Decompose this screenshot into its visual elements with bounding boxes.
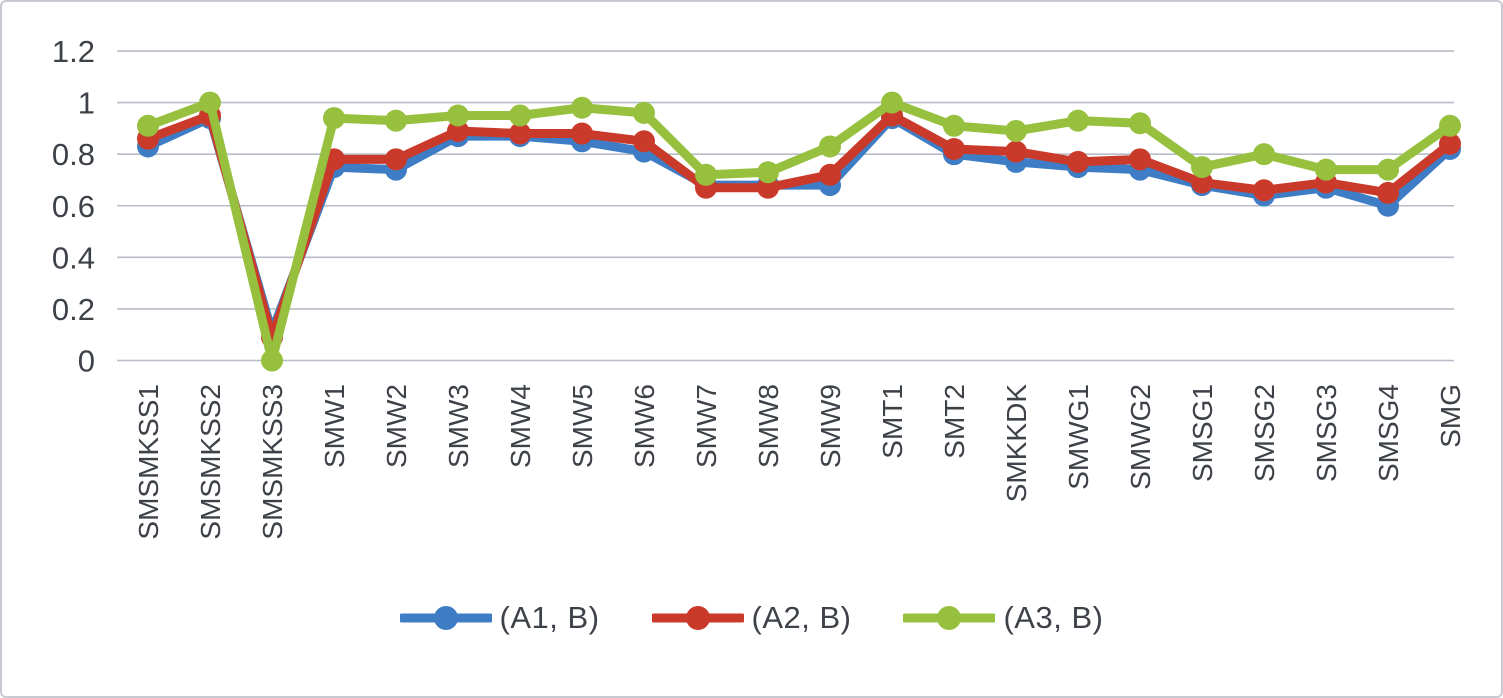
- data-point-a2-b-smg: [1439, 132, 1461, 155]
- data-point-a2-b-smw6: [633, 130, 655, 153]
- x-axis-label: SMSG2: [1249, 384, 1280, 482]
- x-axis-label: SMW9: [815, 384, 846, 468]
- legend-marker-icon: [399, 606, 492, 630]
- data-point-a3-b-smt2: [943, 114, 965, 137]
- data-point-a3-b-smsmkss1: [137, 114, 159, 137]
- data-point-a3-b-smw2: [385, 109, 407, 132]
- legend-label: (A3, B): [1003, 600, 1104, 635]
- data-point-a2-b-smsg1: [1191, 171, 1213, 194]
- x-axis-label: SMT2: [939, 384, 970, 459]
- x-axis-label: SMW6: [629, 384, 660, 468]
- legend-item-a3-b: (A3, B): [903, 600, 1103, 636]
- data-point-a2-b-smw3: [447, 119, 469, 142]
- y-axis-label: 1.2: [52, 34, 95, 69]
- data-point-a2-b-smkkdk: [1005, 140, 1027, 163]
- y-axis-label: 1: [78, 86, 95, 121]
- x-axis-label: SMG: [1435, 384, 1466, 448]
- data-point-a2-b-smw9: [819, 163, 841, 186]
- x-axis-label: SMKKDK: [1001, 384, 1032, 503]
- data-point-a2-b-smw8: [757, 176, 779, 199]
- data-point-a3-b-smw5: [571, 96, 593, 119]
- data-point-a3-b-smkkdk: [1005, 119, 1027, 142]
- data-point-a2-b-smw4: [509, 122, 531, 145]
- data-point-a3-b-smwg1: [1067, 109, 1089, 132]
- data-point-a2-b-smw5: [571, 122, 593, 145]
- legend-label: (A1, B): [499, 600, 600, 635]
- data-point-a3-b-smsmkss3: [261, 349, 283, 372]
- x-axis-label: SMW1: [319, 384, 350, 468]
- y-axis-label: 0: [78, 344, 95, 379]
- data-point-a3-b-smsg2: [1253, 143, 1275, 166]
- data-point-a3-b-smw3: [447, 104, 469, 127]
- x-axis-label: SMW2: [381, 384, 412, 468]
- chart-plot-area: 0 0.2 0.4 0.6 0.8 1 1.2 SMSMKSS1 SMSMKSS2 SMSMKSS…: [52, 34, 1466, 540]
- series-line-a2-b: [143, 110, 1455, 342]
- chart-legend: (A1, B) (A2, B) (A3, B): [2, 600, 1501, 636]
- x-axis-label: SMWG1: [1063, 384, 1094, 490]
- x-axis-label: SMSG1: [1187, 384, 1218, 482]
- data-point-a2-b-smsg4: [1377, 181, 1399, 204]
- y-axis-label: 0.6: [52, 189, 95, 224]
- x-axis-label: SMW8: [753, 384, 784, 468]
- data-point-a3-b-smsg4: [1377, 158, 1399, 181]
- y-axis-label: 0.8: [52, 137, 95, 172]
- data-point-a2-b-smsg2: [1253, 179, 1275, 202]
- x-axis-label: SMSMKSS1: [133, 384, 164, 540]
- x-axis-label: SMW3: [443, 384, 474, 468]
- x-axis-label: SMSMKSS3: [257, 384, 288, 540]
- x-axis-label: SMSG4: [1373, 384, 1404, 482]
- data-point-a3-b-smw6: [633, 101, 655, 124]
- legend-marker-icon: [651, 606, 744, 630]
- data-point-a2-b-smt2: [943, 138, 965, 161]
- legend-item-a1-b: (A1, B): [399, 600, 600, 636]
- data-point-a2-b-smw2: [385, 148, 407, 171]
- data-point-a3-b-smsg3: [1315, 158, 1337, 181]
- data-point-a3-b-smw4: [509, 104, 531, 127]
- data-point-a3-b-smg: [1439, 114, 1461, 137]
- data-point-a2-b-smwg1: [1067, 150, 1089, 173]
- series-line-a3-b: [143, 98, 1455, 365]
- x-axis-label: SMT1: [877, 384, 908, 459]
- legend-label: (A2, B): [751, 600, 852, 635]
- x-axis-label: SMW7: [691, 384, 722, 468]
- data-point-a3-b-smsmkss2: [199, 91, 221, 114]
- x-axis-label: SMSG3: [1311, 384, 1342, 482]
- data-point-a3-b-smw7: [695, 163, 717, 186]
- data-point-a3-b-smt1: [881, 91, 903, 114]
- y-axis-label: 0.2: [52, 292, 95, 327]
- data-point-a2-b-smwg2: [1129, 148, 1151, 171]
- y-axis-label: 0.4: [52, 240, 95, 275]
- x-axis-label: SMW4: [505, 384, 536, 468]
- x-axis-label: SMW5: [567, 384, 598, 468]
- data-point-a3-b-smw9: [819, 135, 841, 158]
- data-point-a3-b-smw1: [323, 107, 345, 130]
- data-point-a3-b-smw8: [757, 161, 779, 184]
- x-axis-label: SMWG2: [1125, 384, 1156, 490]
- legend-marker-icon: [903, 606, 996, 630]
- data-point-a3-b-smwg2: [1129, 112, 1151, 135]
- data-point-a3-b-smsg1: [1191, 156, 1213, 179]
- legend-item-a2-b: (A2, B): [651, 600, 852, 636]
- x-axis-label: SMSMKSS2: [195, 384, 226, 540]
